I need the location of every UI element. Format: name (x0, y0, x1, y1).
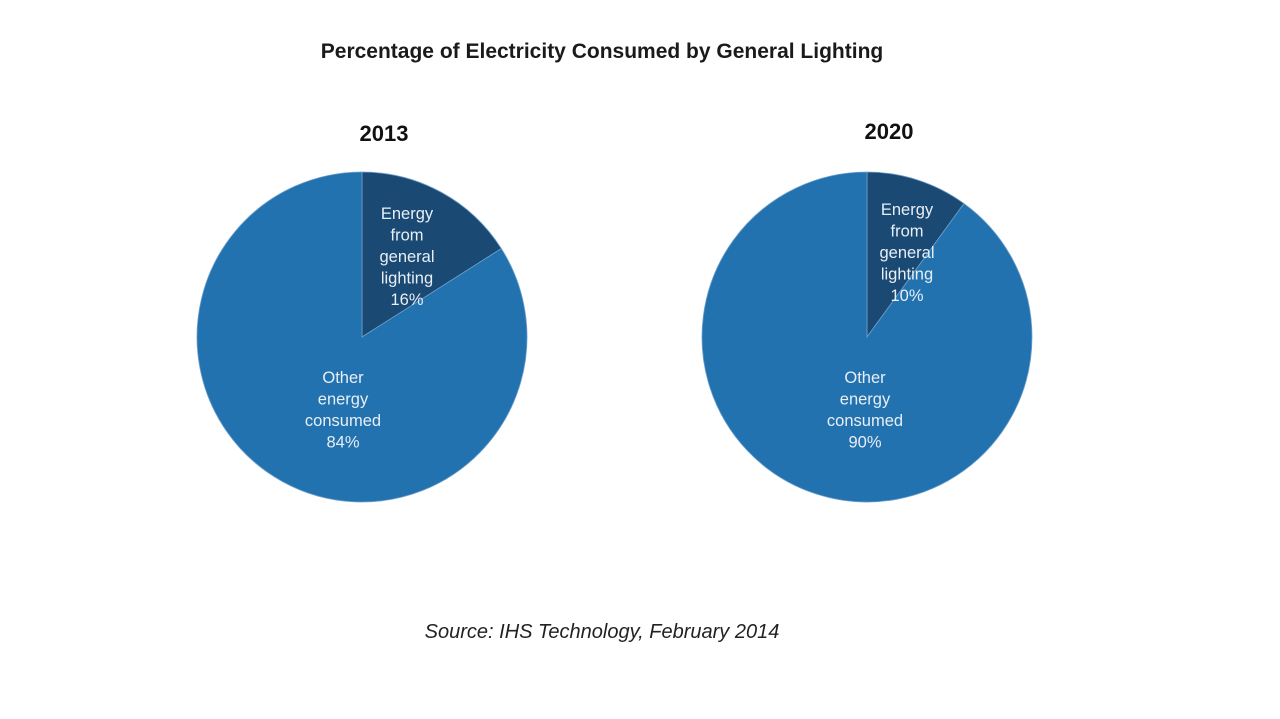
pie-subtitle: 2013 (360, 121, 409, 146)
pie-slice-other-energy-consumed (196, 171, 528, 503)
slice-label: Other energy consumed 90% (827, 369, 903, 452)
pie-subtitle: 2020 (865, 119, 914, 144)
slice-label: Energy from general lighting 16% (379, 205, 434, 309)
pie-slice-other-energy-consumed (701, 171, 1033, 503)
pie-chart-2020: 2020 Energy from general lighting 10% Other ene… (701, 119, 1033, 503)
slice-label: Other energy consumed 84% (305, 369, 381, 452)
pie-chart-2013: 2013 Energy from general lighting 16% Other ene… (196, 121, 528, 503)
chart-title: Percentage of Electricity Consumed by Ge… (320, 40, 884, 63)
source-note: Source: IHS Technology, February 2014 (424, 621, 780, 643)
slice-label: Energy from general lighting 10% (879, 201, 934, 305)
pie-slice-energy-from-general-lighting (866, 171, 965, 339)
pie-slice-energy-from-general-lighting (361, 171, 502, 338)
